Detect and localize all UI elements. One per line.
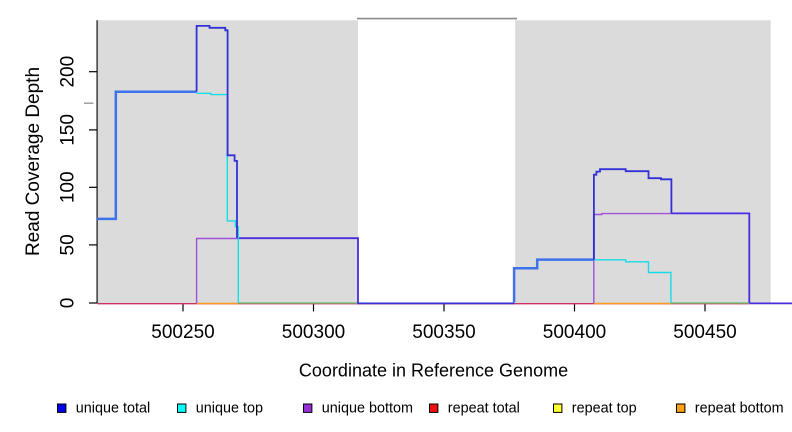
svg-text:unique top: unique top	[196, 400, 263, 416]
svg-text:500400: 500400	[543, 322, 606, 343]
svg-text:500300: 500300	[282, 322, 345, 343]
svg-text:500250: 500250	[151, 322, 214, 343]
svg-text:repeat total: repeat total	[448, 400, 520, 416]
svg-text:50: 50	[58, 234, 79, 255]
svg-text:repeat bottom: repeat bottom	[695, 400, 784, 416]
svg-text:500350: 500350	[412, 322, 475, 343]
svg-text:Read Coverage Depth: Read Coverage Depth	[23, 67, 44, 256]
svg-text:200: 200	[58, 56, 79, 88]
svg-text:Coordinate in Reference Genome: Coordinate in Reference Genome	[299, 361, 568, 381]
svg-text:unique total: unique total	[76, 400, 150, 416]
svg-text:unique bottom: unique bottom	[322, 400, 413, 416]
svg-text:500450: 500450	[673, 322, 736, 343]
svg-text:repeat top: repeat top	[572, 400, 637, 416]
svg-text:150: 150	[58, 114, 79, 146]
svg-text:0: 0	[58, 298, 79, 309]
svg-text:100: 100	[58, 171, 79, 203]
